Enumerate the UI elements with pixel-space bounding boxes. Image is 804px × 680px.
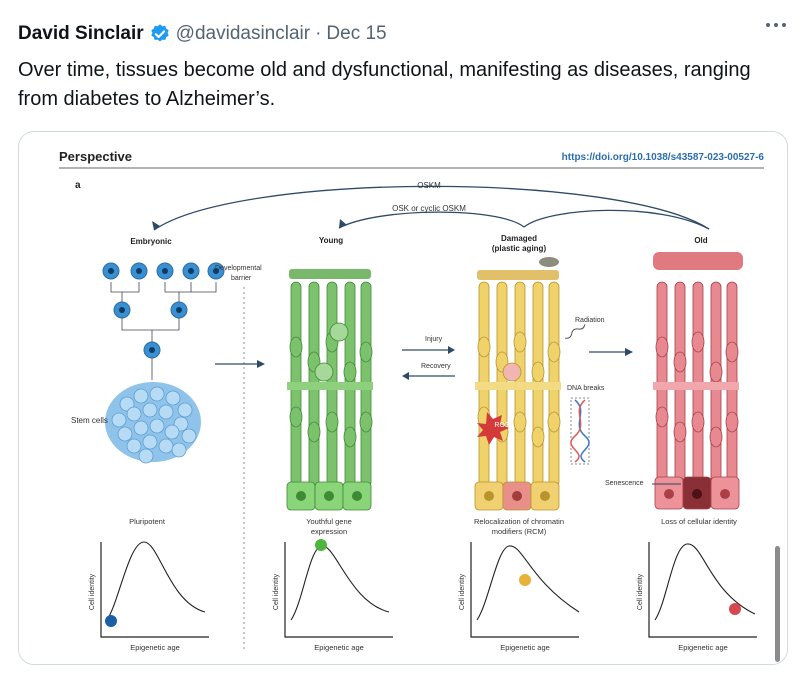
label-young: Young [319,236,343,245]
scrollbar[interactable] [775,546,780,662]
osk-cyclic-arrow [338,211,525,229]
developmental-barrier-label-2: barrier [231,275,252,282]
osk-cyclic-label: OSK or cyclic OSKM [392,204,466,213]
plot-loss-identity: Cell identity Epigenetic age [637,542,757,652]
figure-doi: https://doi.org/10.1038/s43587-023-00527… [562,152,765,163]
radiation-label: Radiation [575,317,605,324]
caption-rcm-1: Relocalization of chromatin [474,517,564,526]
plot4-xlabel: Epigenetic age [678,643,728,652]
injury-label: Injury [425,336,443,343]
tweet-text: Over time, tissues become old and dysfun… [18,59,751,110]
plot3-ylabel: Cell identity [459,573,466,610]
caption-youthful-1: Youthful gene [306,517,352,526]
recovery-label: Recovery [421,363,451,370]
plot3-xlabel: Epigenetic age [500,643,550,652]
label-plastic-aging: (plastic aging) [492,244,547,253]
tweet-header: David Sinclair @davidasinclair · Dec 15 [18,20,387,48]
caption-pluripotent: Pluripotent [129,517,166,526]
senescence-label: Senescence [605,480,644,487]
plot-youthful: Cell identity Epigenetic age [273,539,393,652]
tissue-damaged [474,257,561,511]
label-damaged: Damaged [501,234,537,243]
stem-cell-cluster [105,382,201,464]
author-name[interactable]: David Sinclair [18,23,144,44]
developmental-barrier-label: Developmental [215,265,262,272]
plot1-ylabel: Cell identity [89,573,96,610]
plot-rcm: Cell identity Epigenetic age [459,542,580,652]
dna-breaks-label: DNA breaks [567,385,605,392]
author-handle[interactable]: @davidasinclair [175,23,311,44]
label-embryonic: Embryonic [130,237,172,246]
label-old: Old [694,236,707,245]
figure-image: Perspective https://doi.org/10.1038/s435… [19,132,787,664]
tissue-young [286,269,373,511]
verified-badge-icon [149,23,171,45]
oskm-label: OSKM [417,181,441,190]
stem-cells-label: Stem cells [71,416,108,425]
plot2-xlabel: Epigenetic age [314,643,364,652]
panel-label: a [75,180,81,191]
plot-pluripotent: Cell identity Epigenetic age [89,541,209,652]
more-options-icon[interactable] [766,23,786,27]
separator-dot: · [315,23,322,44]
caption-youthful-2: expression [311,527,347,536]
tissue-old [653,252,743,510]
ros-label: ROS [494,422,510,429]
oskm-arrow [153,185,710,231]
tweet-image-card[interactable]: Perspective https://doi.org/10.1038/s435… [18,131,788,665]
embryonic-lineage-tree [102,262,225,380]
figure-section: Perspective [59,149,132,164]
tweet-date[interactable]: Dec 15 [326,23,387,44]
caption-loss-identity: Loss of cellular identity [661,517,737,526]
plot1-xlabel: Epigenetic age [130,643,180,652]
plot4-ylabel: Cell identity [637,573,644,610]
plot2-ylabel: Cell identity [273,573,280,610]
caption-rcm-2: modifiers (RCM) [492,527,547,536]
